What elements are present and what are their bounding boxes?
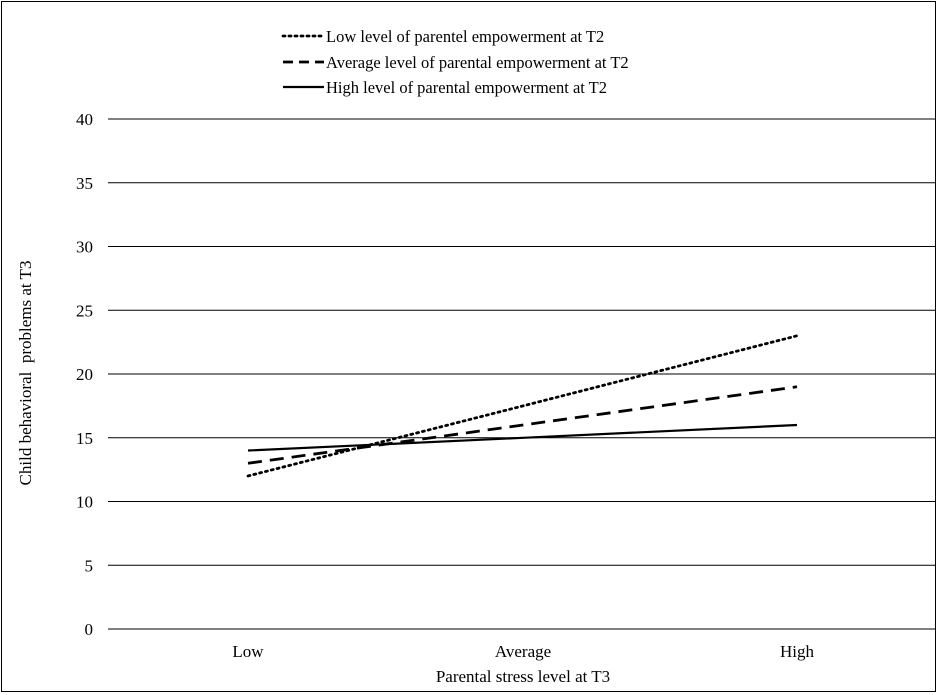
y-tick-label: 15 <box>76 429 93 448</box>
x-axis-title: Parental stress level at T3 <box>436 667 610 686</box>
y-tick-label: 10 <box>76 493 93 512</box>
gridlines <box>108 118 935 630</box>
y-tick-label: 40 <box>76 110 93 129</box>
y-axis-ticks: 0 5 10 15 20 25 30 35 40 <box>76 110 93 639</box>
series-lines <box>246 334 799 478</box>
y-tick-label: 5 <box>85 556 94 575</box>
legend-label: Average level of parental empowerment at… <box>326 53 629 72</box>
y-tick-label: 0 <box>85 620 94 639</box>
legend: Low level of parentel empowerment at T2 A… <box>281 27 629 97</box>
series-line-dotted <box>246 334 799 478</box>
y-tick-label: 20 <box>76 365 93 384</box>
y-tick-label: 30 <box>76 238 93 257</box>
legend-label: High level of parental empowerment at T2 <box>326 78 607 97</box>
legend-label: Low level of parentel empowerment at T2 <box>326 27 604 46</box>
y-tick-label: 35 <box>76 174 93 193</box>
y-axis-title: Child behavioral problems at T3 <box>16 261 35 486</box>
x-tick-label: Average <box>495 642 551 661</box>
x-tick-label: High <box>780 642 815 661</box>
series-line-dashed <box>247 385 798 465</box>
x-axis-ticks: Low Average High <box>232 642 814 661</box>
x-tick-label: Low <box>232 642 264 661</box>
series-line-solid <box>247 423 798 452</box>
y-tick-label: 25 <box>76 301 93 320</box>
